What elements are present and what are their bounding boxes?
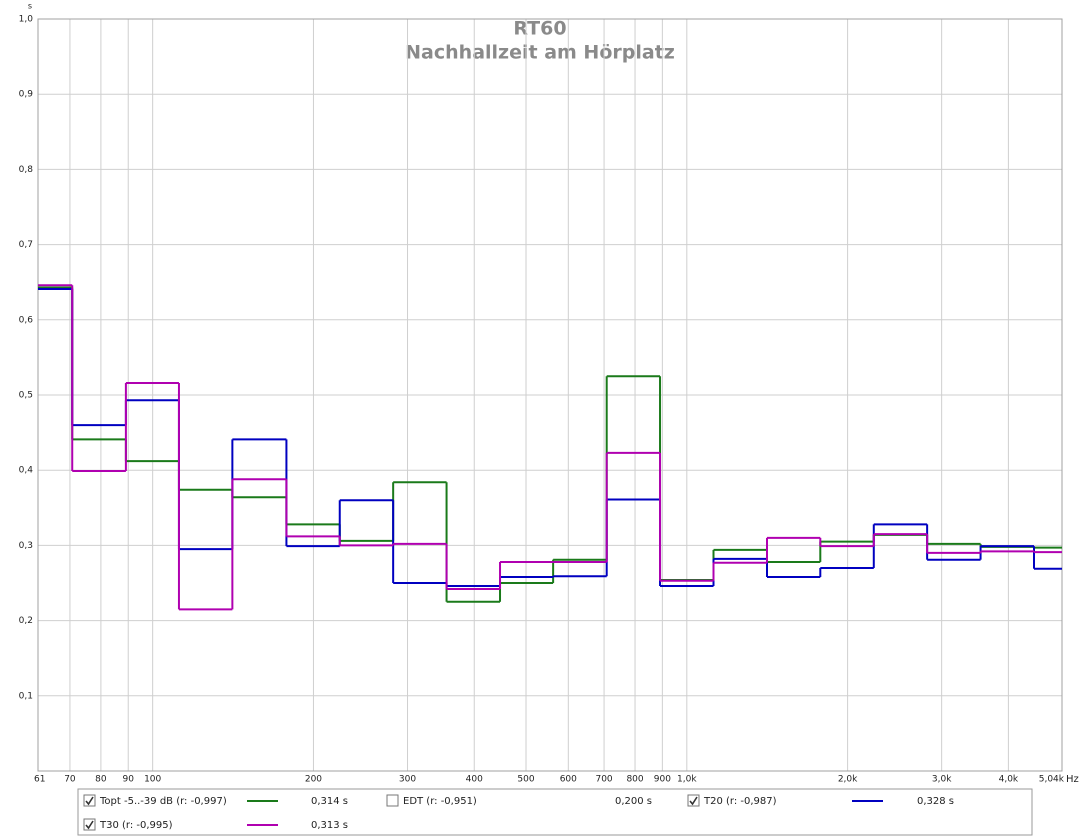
checkbox-check — [85, 796, 94, 806]
x-tick-label: 61 — [34, 775, 45, 785]
legend-summary: 0,200 s — [615, 796, 652, 807]
y-unit: s — [28, 2, 32, 11]
legend-box — [77, 788, 1033, 836]
x-tick-label: 200 — [305, 775, 322, 785]
x-tick-label: 5,04k — [1039, 775, 1065, 785]
x-tick-label: 2,0k — [838, 775, 858, 785]
plot-frame — [37, 18, 1063, 772]
legend-summary: 0,314 s — [311, 796, 348, 807]
y-tick-label: 0,3 — [19, 541, 33, 551]
x-tick-label: 90 — [122, 775, 134, 785]
legend-label: EDT (r: -0,951) — [403, 796, 477, 807]
legend-summary: 0,328 s — [917, 796, 954, 807]
legend-checkbox[interactable] — [83, 794, 96, 807]
y-tick-label: 0,5 — [19, 391, 33, 401]
legend-label: Topt -5..-39 dB (r: -0,997) — [99, 796, 227, 807]
y-tick-label: 0,9 — [19, 90, 34, 100]
y-tick-label: 0,2 — [19, 616, 33, 626]
legend-checkbox[interactable] — [83, 818, 96, 831]
x-tick-label: 80 — [95, 775, 107, 785]
x-tick-label: 900 — [654, 775, 671, 785]
legend-label: T30 (r: -0,995) — [99, 820, 173, 831]
checkbox-check — [85, 820, 94, 830]
y-tick-label: 0,4 — [19, 466, 34, 476]
x-tick-label: 500 — [517, 775, 534, 785]
legend-checkbox[interactable] — [687, 794, 700, 807]
y-tick-label: 0,8 — [19, 165, 34, 175]
x-tick-label: 1,0k — [677, 775, 697, 785]
y-tick-label: 1,0 — [19, 15, 34, 25]
y-tick-label: 0,1 — [19, 691, 33, 701]
x-tick-label: 3,0k — [932, 775, 952, 785]
x-tick-label: 600 — [560, 775, 577, 785]
x-tick-label: 70 — [64, 775, 76, 785]
y-tick-label: 0,7 — [19, 240, 33, 250]
checkbox-check — [689, 796, 698, 806]
legend-checkbox[interactable] — [386, 794, 399, 807]
x-tick-label: 800 — [626, 775, 643, 785]
chart-subtitle: Nachhallzeit am Hörplatz — [405, 42, 675, 64]
x-unit: Hz — [1066, 774, 1079, 785]
x-tick-label: 100 — [144, 775, 161, 785]
chart-title: RT60 — [513, 18, 566, 40]
x-tick-label: 400 — [466, 775, 483, 785]
x-tick-label: 700 — [595, 775, 612, 785]
legend-label: T20 (r: -0,987) — [703, 796, 777, 807]
y-tick-label: 0,6 — [19, 315, 34, 325]
x-tick-label: 300 — [399, 775, 416, 785]
legend-summary: 0,313 s — [311, 820, 348, 831]
x-tick-label: 4,0k — [999, 775, 1019, 785]
